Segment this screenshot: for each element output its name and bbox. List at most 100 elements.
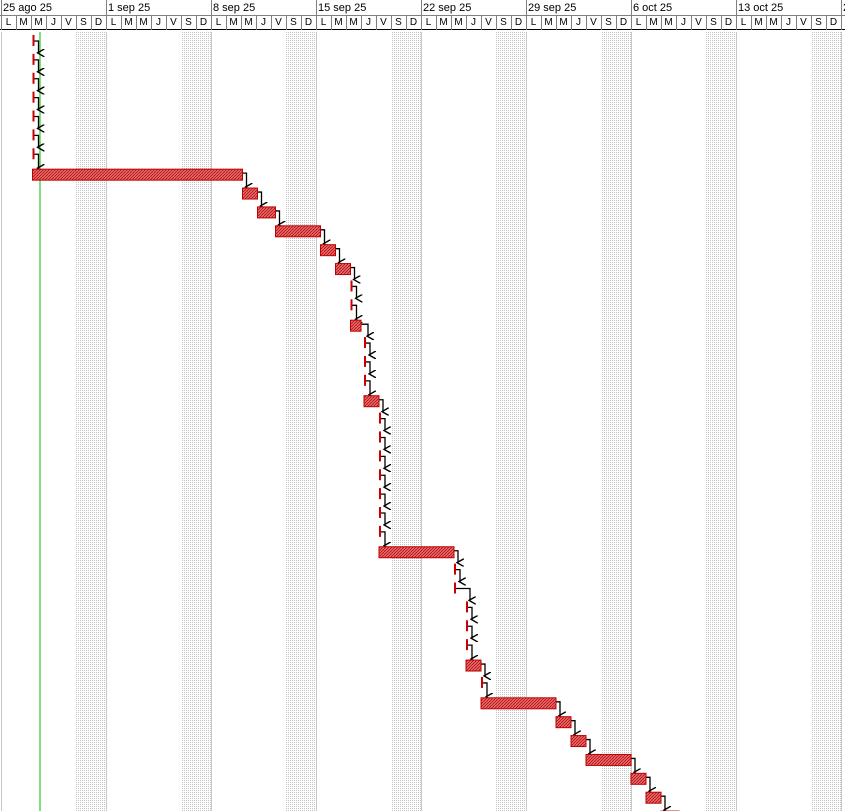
task-bar[interactable] — [363, 395, 380, 408]
task-bars[interactable] — [32, 35, 680, 811]
milestone-marker[interactable] — [350, 280, 353, 292]
milestone-marker[interactable] — [379, 507, 381, 518]
milestone-marker[interactable] — [32, 53, 35, 65]
task-bar[interactable] — [585, 753, 632, 766]
day-label: L — [5, 17, 12, 28]
day-label: J — [681, 17, 686, 28]
dependency-arrow — [468, 625, 472, 638]
day-label: M — [229, 17, 238, 28]
dependency-arrow — [34, 153, 39, 168]
day-label: S — [815, 17, 822, 28]
day-label: J — [51, 17, 56, 28]
milestone-marker[interactable] — [379, 431, 381, 443]
dependency-arrow — [381, 474, 385, 487]
weekend-column — [721, 32, 736, 811]
week-label: 13 oct 25 — [738, 2, 784, 14]
day-label: L — [425, 17, 432, 28]
dependency-arrow — [34, 96, 39, 110]
milestone-marker[interactable] — [379, 412, 381, 424]
task-bar[interactable] — [378, 546, 455, 559]
dependency-arrow — [320, 229, 325, 244]
task-bar[interactable] — [320, 244, 336, 257]
milestone-marker[interactable] — [32, 110, 35, 122]
day-label: J — [576, 17, 581, 28]
milestone-marker[interactable] — [32, 148, 35, 160]
milestone-marker[interactable] — [454, 563, 456, 575]
day-label: M — [769, 17, 778, 28]
weekend-column — [91, 32, 106, 811]
dependency-arrow — [335, 248, 340, 263]
day-label: J — [261, 17, 266, 28]
day-label: S — [290, 17, 297, 28]
week-label: 15 sep 25 — [318, 2, 367, 14]
dependency-arrow — [242, 172, 247, 187]
task-bar[interactable] — [645, 791, 662, 804]
day-label: S — [185, 17, 192, 28]
day-label: V — [695, 17, 702, 28]
weekend-column — [616, 32, 631, 811]
day-label: L — [635, 17, 642, 28]
task-bar[interactable] — [570, 735, 587, 748]
task-bar[interactable] — [275, 225, 321, 238]
weekend-column — [76, 32, 91, 811]
week-label: 29 sep 25 — [528, 2, 577, 14]
dependency-arrow — [34, 115, 39, 129]
milestone-marker[interactable] — [32, 35, 35, 46]
day-label: M — [334, 17, 343, 28]
milestone-marker[interactable] — [364, 337, 366, 349]
dependency-arrow — [352, 285, 357, 298]
day-label: M — [559, 17, 568, 28]
dependency-arrow — [366, 361, 370, 374]
dependency-arrow — [586, 738, 590, 754]
dependency-arrow — [456, 587, 470, 601]
day-label: D — [619, 17, 628, 28]
day-label: V — [65, 17, 72, 28]
task-bar[interactable] — [480, 697, 557, 710]
dependency-arrow — [646, 776, 650, 791]
day-label: V — [485, 17, 492, 28]
milestone-marker[interactable] — [379, 488, 381, 500]
task-bar[interactable] — [242, 187, 258, 200]
task-bar[interactable] — [555, 716, 572, 729]
day-label: J — [786, 17, 791, 28]
milestone-marker[interactable] — [466, 639, 468, 651]
weekend-column — [706, 32, 721, 811]
weekend-column — [496, 32, 511, 811]
milestone-marker[interactable] — [454, 582, 456, 594]
milestone-marker[interactable] — [379, 450, 381, 462]
day-label: J — [366, 17, 371, 28]
day-label: V — [800, 17, 807, 28]
milestone-marker[interactable] — [32, 129, 35, 141]
day-label: M — [439, 17, 448, 28]
task-bar[interactable] — [630, 772, 647, 785]
milestone-marker[interactable] — [466, 620, 468, 632]
dependency-arrow — [571, 720, 575, 735]
task-bar[interactable] — [465, 659, 482, 672]
day-label: M — [349, 17, 358, 28]
dependency-arrow — [381, 455, 385, 468]
day-label: S — [80, 17, 87, 28]
day-label: D — [514, 17, 523, 28]
milestone-marker[interactable] — [350, 299, 353, 311]
day-label: D — [724, 17, 733, 28]
dependency-arrow — [381, 493, 385, 506]
milestone-marker[interactable] — [32, 72, 35, 84]
task-bar[interactable] — [32, 168, 243, 181]
milestone-marker[interactable] — [481, 676, 483, 688]
weekend-column — [286, 32, 301, 811]
milestone-marker[interactable] — [379, 525, 381, 537]
dependency-arrow — [661, 795, 665, 810]
milestone-marker[interactable] — [32, 91, 35, 103]
milestone-marker[interactable] — [364, 355, 366, 367]
day-label: S — [710, 17, 717, 28]
task-bar[interactable] — [350, 319, 362, 332]
milestone-marker[interactable] — [466, 601, 468, 613]
task-bar[interactable] — [257, 206, 276, 219]
task-bar[interactable] — [335, 263, 351, 276]
dependency-arrow — [631, 757, 635, 772]
milestone-marker[interactable] — [379, 469, 381, 481]
dependency-arrow — [483, 682, 487, 697]
milestone-marker[interactable] — [364, 374, 366, 386]
